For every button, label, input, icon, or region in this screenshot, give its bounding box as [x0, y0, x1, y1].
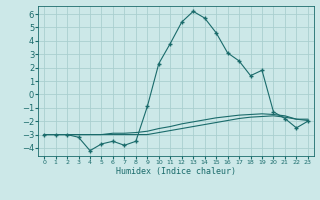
X-axis label: Humidex (Indice chaleur): Humidex (Indice chaleur): [116, 167, 236, 176]
